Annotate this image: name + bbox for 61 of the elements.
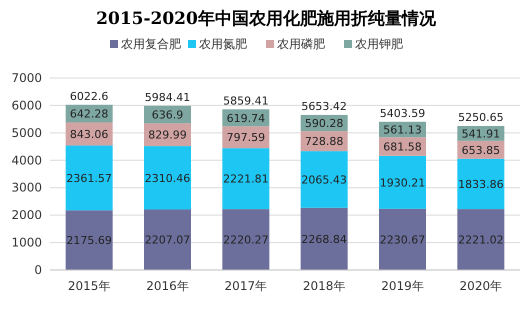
y-tick-label: 1000: [11, 236, 42, 250]
total-label: 6022.6: [70, 90, 108, 103]
data-label: 541.91: [462, 127, 500, 140]
y-tick-label: 0: [34, 263, 42, 277]
x-tick-label: 2016年: [146, 279, 189, 293]
data-label: 619.74: [226, 112, 266, 125]
bar: [66, 210, 113, 270]
data-label: 2361.57: [66, 172, 112, 185]
data-label: 653.85: [462, 144, 500, 157]
bar: [144, 146, 191, 210]
data-label: 797.59: [226, 131, 266, 144]
bar: [379, 208, 426, 270]
data-label: 2221.02: [458, 234, 504, 247]
data-label: 728.88: [304, 135, 344, 148]
bar: [379, 156, 426, 209]
y-tick-label: 6000: [11, 98, 42, 112]
data-label: 642.28: [70, 108, 108, 121]
x-tick-label: 2019年: [381, 279, 424, 293]
legend-label: 农用磷肥: [277, 37, 325, 51]
data-label: 1833.86: [458, 178, 504, 191]
legend-label: 农用钾肥: [355, 37, 403, 51]
legend-label: 农用复合肥: [121, 37, 181, 51]
x-tick-label: 2015年: [68, 279, 110, 293]
data-label: 2065.43: [301, 173, 347, 186]
x-tick-label: 2018年: [302, 279, 346, 293]
total-label: 5859.41: [223, 94, 269, 108]
data-label: 2230.67: [380, 233, 426, 246]
bar: [300, 151, 348, 208]
x-tick-label: 2020年: [460, 279, 502, 293]
data-label: 2268.84: [301, 232, 347, 246]
bar: [222, 148, 270, 210]
data-label: 2310.46: [144, 172, 190, 185]
data-label: 2220.27: [223, 234, 269, 247]
y-tick-label: 3000: [11, 180, 42, 195]
bar: [222, 209, 270, 270]
bar: [457, 158, 504, 210]
y-tick-label: 7000: [11, 71, 42, 85]
total-label: 5653.42: [301, 100, 347, 113]
data-label: 636.9: [152, 108, 184, 122]
total-label: 5984.41: [144, 90, 190, 104]
data-label: 1930.21: [380, 176, 426, 190]
data-label: 2221.81: [223, 172, 269, 186]
data-label: 590.28: [304, 117, 344, 130]
y-tick-label: 5000: [11, 126, 42, 140]
x-tick-label: 2017年: [224, 279, 268, 293]
data-label: 843.06: [70, 128, 108, 141]
bar: [66, 146, 113, 210]
total-label: 5250.65: [458, 110, 504, 124]
data-label: 829.99: [148, 128, 187, 142]
bar: [457, 209, 504, 270]
total-label: 5403.59: [380, 106, 426, 120]
data-label: 2207.07: [144, 234, 190, 247]
y-tick-label: 4000: [11, 153, 42, 168]
data-label: 2175.69: [66, 234, 112, 248]
chart-title: 2015-2020年中国农用化肥施用折纯量情况: [96, 9, 437, 29]
data-label: 561.13: [383, 123, 422, 136]
legend-label: 农用氮肥: [199, 37, 247, 51]
bar: [300, 208, 348, 270]
y-tick-label: 2000: [11, 208, 42, 222]
bar: [144, 209, 191, 270]
data-label: 681.58: [383, 140, 422, 154]
